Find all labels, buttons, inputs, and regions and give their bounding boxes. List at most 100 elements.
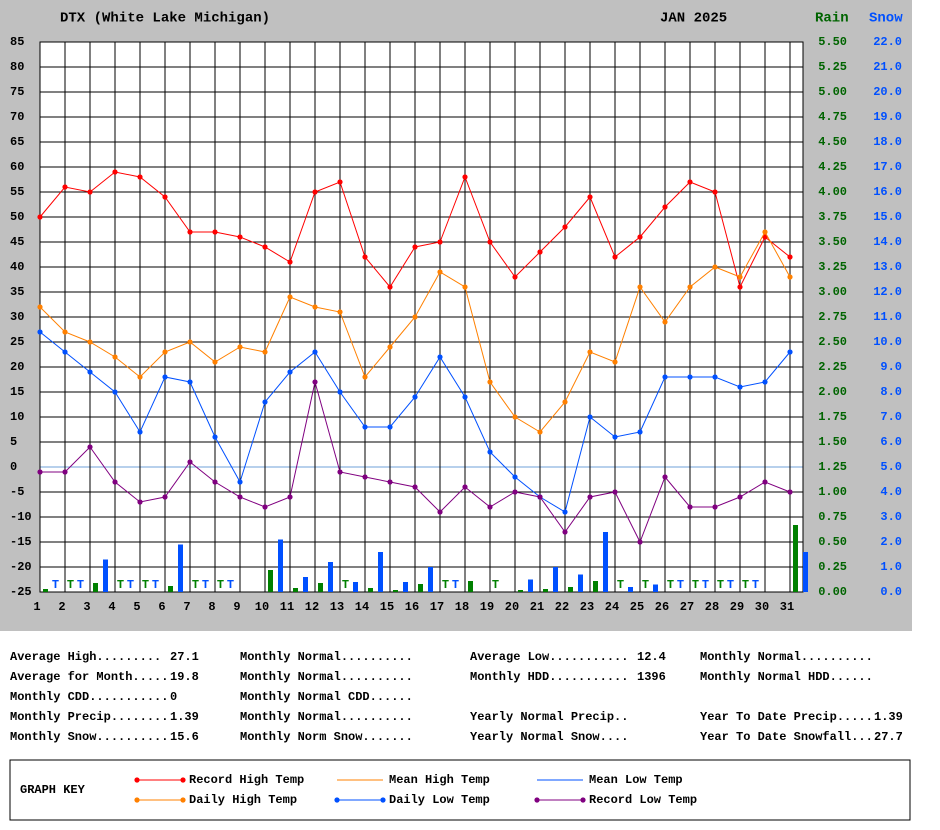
point xyxy=(237,234,243,240)
stat-label: Monthly Normal.......... xyxy=(700,650,873,664)
point xyxy=(337,469,343,475)
point xyxy=(787,274,793,280)
y-tick-label: 0 xyxy=(10,460,17,474)
point xyxy=(112,479,118,485)
point xyxy=(437,269,443,275)
stat-label: Yearly Normal Snow.... xyxy=(470,730,628,744)
bar xyxy=(278,539,283,592)
y2-tick-label: 2.00 xyxy=(818,385,847,399)
bar xyxy=(603,532,608,592)
trace-label: T xyxy=(142,578,149,592)
y2-tick-label: 4.75 xyxy=(818,110,847,124)
point xyxy=(337,389,343,395)
point xyxy=(312,189,318,195)
point xyxy=(487,449,493,455)
stat-value: 27.1 xyxy=(170,650,199,664)
y2-tick-label: 4.50 xyxy=(818,135,847,149)
bar xyxy=(653,584,658,592)
y3-tick-label: 21.0 xyxy=(873,60,902,74)
point xyxy=(437,509,443,515)
point xyxy=(637,429,643,435)
point xyxy=(212,479,218,485)
point xyxy=(662,474,668,480)
y-tick-label: -20 xyxy=(10,560,32,574)
x-tick-label: 23 xyxy=(580,600,594,614)
trace-label: T xyxy=(67,578,74,592)
point xyxy=(37,214,43,220)
x-tick-label: 4 xyxy=(108,600,115,614)
y3-tick-label: 13.0 xyxy=(873,260,902,274)
point xyxy=(512,414,518,420)
stat-value: 1.39 xyxy=(170,710,199,724)
stat-value: 12.4 xyxy=(637,650,666,664)
point xyxy=(462,284,468,290)
y2-tick-label: 4.25 xyxy=(818,160,847,174)
x-tick-label: 2 xyxy=(58,600,65,614)
y-tick-label: 65 xyxy=(10,135,24,149)
point xyxy=(637,539,643,545)
point xyxy=(762,234,768,240)
point xyxy=(87,339,93,345)
y2-tick-label: 4.00 xyxy=(818,185,847,199)
key-marker xyxy=(580,797,586,803)
point xyxy=(62,469,68,475)
trace-label: T xyxy=(342,578,349,592)
y-tick-label: 45 xyxy=(10,235,24,249)
y-tick-label: 5 xyxy=(10,435,17,449)
point xyxy=(187,459,193,465)
bar xyxy=(303,577,308,592)
point xyxy=(612,359,618,365)
point xyxy=(587,194,593,200)
trace-label: T xyxy=(77,578,84,592)
trace-label: T xyxy=(742,578,749,592)
y3-tick-label: 11.0 xyxy=(873,310,902,324)
point xyxy=(587,494,593,500)
y2-tick-label: 1.00 xyxy=(818,485,847,499)
x-tick-label: 9 xyxy=(233,600,240,614)
trace-label: T xyxy=(192,578,199,592)
x-tick-label: 1 xyxy=(33,600,40,614)
key-marker xyxy=(180,797,186,803)
y2-tick-label: 2.25 xyxy=(818,360,847,374)
y2-tick-label: 5.25 xyxy=(818,60,847,74)
point xyxy=(787,489,793,495)
trace-label: T xyxy=(752,578,759,592)
key-label: Mean Low Temp xyxy=(589,773,683,787)
y-tick-label: 55 xyxy=(10,185,24,199)
point xyxy=(387,479,393,485)
trace-label: T xyxy=(442,578,449,592)
bar xyxy=(793,525,798,592)
stat-value: 0 xyxy=(170,690,177,704)
point xyxy=(612,254,618,260)
stat-value: 27.7 xyxy=(874,730,903,744)
point xyxy=(187,339,193,345)
stat-label: Monthly Precip........ xyxy=(10,710,168,724)
point xyxy=(362,424,368,430)
stat-label: Monthly Norm Snow....... xyxy=(240,730,413,744)
x-tick-label: 29 xyxy=(730,600,744,614)
y-tick-label: -15 xyxy=(10,535,32,549)
bar xyxy=(43,589,48,592)
stat-value: 1.39 xyxy=(874,710,903,724)
x-tick-label: 21 xyxy=(530,600,544,614)
point xyxy=(262,244,268,250)
point xyxy=(412,484,418,490)
point xyxy=(537,429,543,435)
y3-tick-label: 5.0 xyxy=(880,460,902,474)
y3-tick-label: 17.0 xyxy=(873,160,902,174)
bar xyxy=(803,552,808,592)
y-tick-label: 25 xyxy=(10,335,24,349)
x-tick-label: 28 xyxy=(705,600,719,614)
y3-tick-label: 1.0 xyxy=(880,560,902,574)
point xyxy=(237,344,243,350)
bar xyxy=(318,583,323,592)
y3-tick-label: 15.0 xyxy=(873,210,902,224)
stat-label: Monthly Snow.......... xyxy=(10,730,168,744)
point xyxy=(112,169,118,175)
x-tick-label: 13 xyxy=(330,600,344,614)
x-tick-label: 16 xyxy=(405,600,419,614)
y3-tick-label: 19.0 xyxy=(873,110,902,124)
point xyxy=(287,369,293,375)
point xyxy=(687,179,693,185)
point xyxy=(487,239,493,245)
